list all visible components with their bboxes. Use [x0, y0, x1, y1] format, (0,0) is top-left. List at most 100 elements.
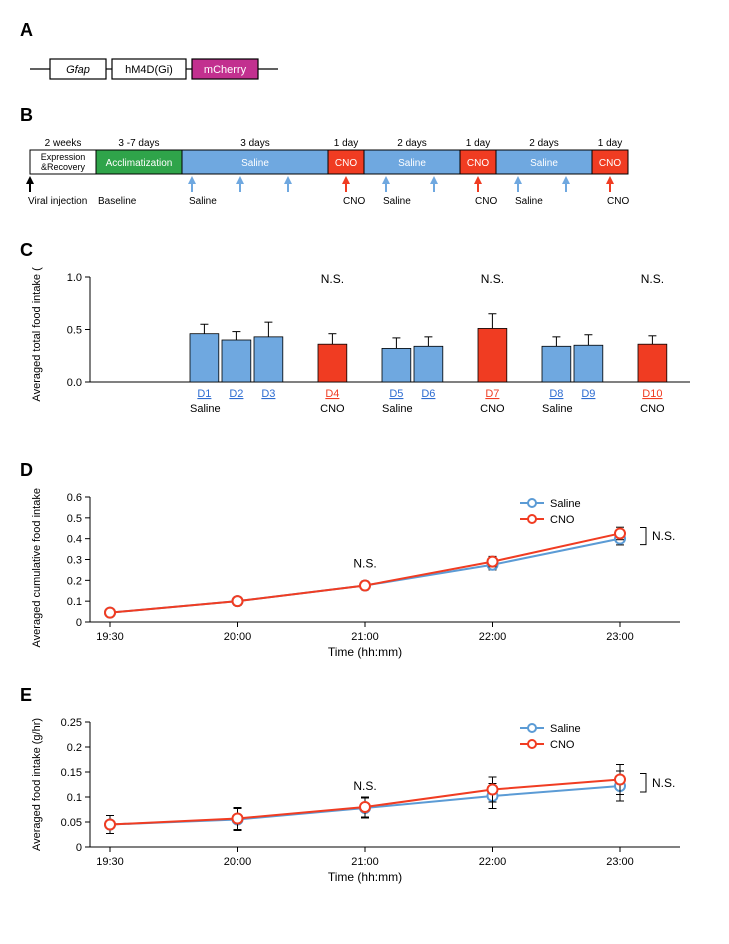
svg-text:0.1: 0.1 [67, 792, 82, 804]
svg-text:&Recovery: &Recovery [41, 162, 86, 172]
svg-text:21:00: 21:00 [351, 631, 379, 643]
svg-text:hM4D(Gi): hM4D(Gi) [125, 64, 173, 76]
svg-text:CNO: CNO [475, 196, 497, 207]
svg-text:Gfap: Gfap [66, 64, 90, 76]
svg-text:0.0: 0.0 [67, 377, 82, 389]
svg-text:D4: D4 [325, 388, 339, 400]
svg-text:D3: D3 [261, 388, 275, 400]
svg-text:Saline: Saline [383, 196, 411, 207]
svg-text:Saline: Saline [398, 158, 426, 169]
svg-text:CNO: CNO [640, 403, 665, 415]
svg-text:Time (hh:mm): Time (hh:mm) [328, 645, 402, 659]
line-chart-rate: 0 0.05 0.1 0.15 0.2 0.25 19:30 20:00 21:00 22:00 2… [20, 712, 700, 892]
svg-text:CNO: CNO [480, 403, 505, 415]
svg-text:CNO: CNO [343, 196, 365, 207]
svg-text:22:00: 22:00 [479, 856, 507, 868]
panel-c-label: C [20, 240, 709, 261]
timeline-diagram: Expression&Recovery 2 weeks Acclimatizatio… [20, 132, 700, 222]
svg-text:Viral injection: Viral injection [28, 196, 87, 207]
svg-text:19:30: 19:30 [96, 856, 124, 868]
svg-text:0.15: 0.15 [61, 767, 82, 779]
construct-diagram: Gfap hM4D(Gi) mCherry [20, 47, 320, 87]
svg-text:23:00: 23:00 [606, 631, 634, 643]
svg-text:3 -7 days: 3 -7 days [118, 138, 159, 149]
svg-text:0.05: 0.05 [61, 817, 82, 829]
panel-a-label: A [20, 20, 709, 41]
svg-text:19:30: 19:30 [96, 631, 124, 643]
svg-text:0.5: 0.5 [67, 325, 82, 337]
svg-text:CNO: CNO [599, 158, 621, 169]
svg-text:Saline: Saline [241, 158, 269, 169]
svg-text:Saline: Saline [550, 723, 581, 735]
svg-text:Saline: Saline [515, 196, 543, 207]
panel-b: B Expression&Recovery 2 weeks Acclimatizat… [20, 105, 709, 222]
svg-text:0.5: 0.5 [67, 513, 82, 525]
svg-text:N.S.: N.S. [652, 529, 675, 543]
svg-text:CNO: CNO [335, 158, 357, 169]
svg-text:Saline: Saline [190, 403, 221, 415]
svg-text:Averaged food intake (g/hr): Averaged food intake (g/hr) [31, 718, 43, 851]
svg-text:CNO: CNO [320, 403, 345, 415]
svg-text:N.S.: N.S. [353, 557, 376, 571]
svg-text:0.1: 0.1 [67, 596, 82, 608]
svg-text:21:00: 21:00 [351, 856, 379, 868]
svg-text:1 day: 1 day [466, 138, 490, 149]
svg-text:CNO: CNO [550, 739, 575, 751]
svg-text:0: 0 [76, 617, 82, 629]
svg-text:D8: D8 [549, 388, 563, 400]
svg-text:CNO: CNO [467, 158, 489, 169]
svg-text:Acclimatization: Acclimatization [106, 158, 173, 169]
svg-text:0: 0 [76, 842, 82, 854]
panel-b-label: B [20, 105, 709, 126]
panel-d-label: D [20, 460, 709, 481]
svg-text:Saline: Saline [550, 498, 581, 510]
svg-text:2 weeks: 2 weeks [45, 138, 82, 149]
panel-e-label: E [20, 685, 709, 706]
svg-text:1 day: 1 day [598, 138, 622, 149]
svg-text:N.S.: N.S. [321, 272, 344, 286]
svg-text:mCherry: mCherry [204, 64, 247, 76]
panel-a: A Gfap hM4D(Gi) mCherry [20, 20, 709, 87]
svg-text:D1: D1 [197, 388, 211, 400]
svg-text:2 days: 2 days [397, 138, 426, 149]
svg-text:22:00: 22:00 [479, 631, 507, 643]
svg-text:Saline: Saline [382, 403, 413, 415]
svg-text:Averaged total food intake (g): Averaged total food intake (g) [31, 267, 43, 402]
svg-text:Saline: Saline [189, 196, 217, 207]
svg-text:0.2: 0.2 [67, 742, 82, 754]
svg-text:0.3: 0.3 [67, 555, 82, 567]
line-chart-cumulative: 0 0.1 0.2 0.3 0.4 0.5 0.6 19:30 20:00 21:00 22:00 2… [20, 487, 700, 667]
svg-text:3 days: 3 days [240, 138, 269, 149]
svg-text:0.4: 0.4 [67, 534, 82, 546]
svg-text:20:00: 20:00 [224, 631, 252, 643]
svg-text:0.6: 0.6 [67, 492, 82, 504]
svg-text:CNO: CNO [607, 196, 629, 207]
svg-text:23:00: 23:00 [606, 856, 634, 868]
svg-text:0.25: 0.25 [61, 717, 82, 729]
panel-e: E 0 0.05 0.1 0.15 0.2 0.25 19:30 20:00 21:00 22:0… [20, 685, 709, 892]
svg-text:CNO: CNO [550, 514, 575, 526]
svg-text:N.S.: N.S. [353, 779, 376, 793]
svg-text:Averaged cumulative food intak: Averaged cumulative food intake (g) [31, 487, 43, 647]
svg-text:0.2: 0.2 [67, 575, 82, 587]
svg-text:2 days: 2 days [529, 138, 558, 149]
svg-text:Time (hh:mm): Time (hh:mm) [328, 870, 402, 884]
svg-text:N.S.: N.S. [481, 272, 504, 286]
svg-text:D2: D2 [229, 388, 243, 400]
svg-text:N.S.: N.S. [652, 776, 675, 790]
svg-text:D7: D7 [485, 388, 499, 400]
svg-text:1 day: 1 day [334, 138, 358, 149]
svg-text:D6: D6 [421, 388, 435, 400]
svg-text:D5: D5 [389, 388, 403, 400]
svg-text:1.0: 1.0 [67, 272, 82, 284]
panel-c: C 0.0 0.5 1.0 Averaged total food intake (g… [20, 240, 709, 442]
svg-text:D10: D10 [642, 388, 662, 400]
bar-chart: 0.0 0.5 1.0 Averaged total food intake (g) D… [20, 267, 700, 442]
svg-text:Expression: Expression [41, 152, 86, 162]
svg-text:N.S.: N.S. [641, 272, 664, 286]
svg-text:Saline: Saline [530, 158, 558, 169]
panel-d: D 0 0.1 0.2 0.3 0.4 0.5 0.6 19:30 20:00 21:00 22:0… [20, 460, 709, 667]
svg-text:D9: D9 [581, 388, 595, 400]
svg-text:20:00: 20:00 [224, 856, 252, 868]
svg-text:Saline: Saline [542, 403, 573, 415]
